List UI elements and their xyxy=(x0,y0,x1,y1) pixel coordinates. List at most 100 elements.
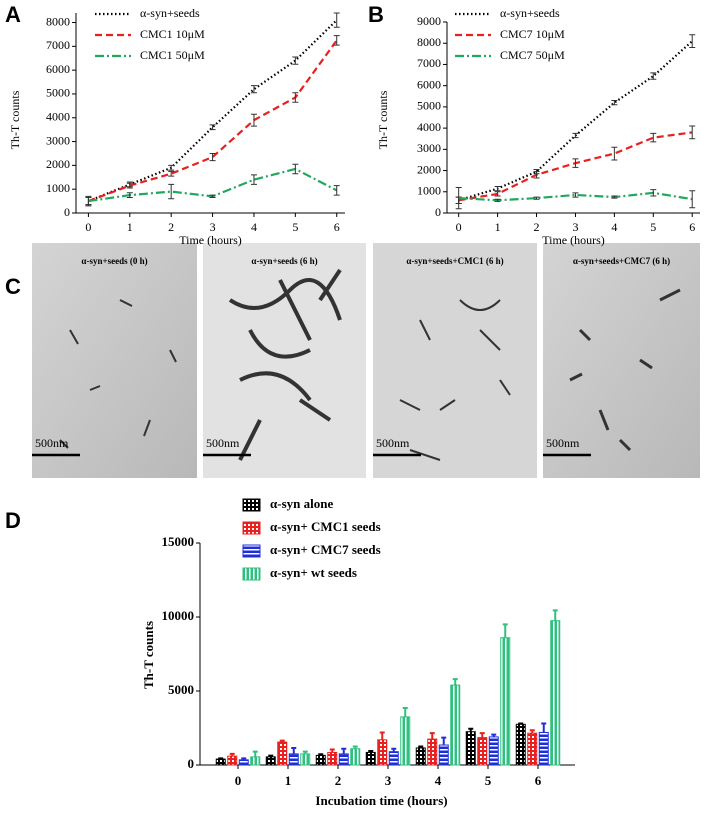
x-tick-label: 5 xyxy=(292,220,298,234)
error-bar xyxy=(329,748,335,753)
bar xyxy=(488,736,499,766)
y-tick-label: 7000 xyxy=(417,56,441,70)
image-caption: α-syn+seeds+CMC1 (6 h) xyxy=(406,256,503,266)
error-bar xyxy=(391,747,397,752)
y-tick-label: 1000 xyxy=(46,181,70,195)
y-tick-label: 3000 xyxy=(46,133,70,147)
micrograph xyxy=(543,243,700,478)
x-tick-label: 5 xyxy=(485,773,492,788)
y-tick-label: 3000 xyxy=(417,141,441,155)
bar xyxy=(527,732,538,766)
error-bar xyxy=(441,736,447,746)
line xyxy=(88,39,338,203)
x-tick-label: 0 xyxy=(456,220,462,234)
legend-swatch xyxy=(242,544,261,558)
error-bar xyxy=(650,72,657,80)
x-tick-label: 6 xyxy=(689,220,695,234)
error-bar xyxy=(218,757,224,760)
x-tick-label: 4 xyxy=(611,220,617,234)
y-tick-label: 0 xyxy=(64,205,70,219)
legend-label: α-syn+ CMC7 seeds xyxy=(270,542,381,557)
error-bar xyxy=(552,609,558,621)
error-bar xyxy=(533,171,540,179)
bar xyxy=(500,637,511,766)
y-axis-label: Th-T counts xyxy=(8,90,22,149)
y-tick-label: 5000 xyxy=(46,86,70,100)
error-bar xyxy=(418,745,424,748)
bar xyxy=(450,684,461,766)
error-bar xyxy=(209,152,216,162)
error-bar xyxy=(572,158,579,168)
y-tick-label: 6000 xyxy=(46,62,70,76)
error-bar xyxy=(168,170,175,177)
legend-label: α-syn+seeds xyxy=(500,6,560,20)
bar xyxy=(477,737,488,766)
x-tick-label: 1 xyxy=(127,220,133,234)
micrograph xyxy=(32,243,197,478)
error-bar xyxy=(494,198,501,202)
x-tick-label: 2 xyxy=(168,220,174,234)
bar xyxy=(538,731,549,766)
error-bar xyxy=(689,190,696,209)
y-tick-label: 7000 xyxy=(46,38,70,52)
error-bar xyxy=(250,113,257,127)
legend-label: α-syn+seeds xyxy=(140,6,200,20)
y-tick-label: 1000 xyxy=(417,184,441,198)
bar xyxy=(427,738,438,766)
error-bar xyxy=(611,195,618,199)
error-bar xyxy=(368,749,374,753)
bar xyxy=(288,753,299,766)
bar xyxy=(300,753,311,766)
error-bar xyxy=(402,707,408,717)
error-bar xyxy=(352,745,358,749)
error-bar xyxy=(572,132,579,139)
error-bar xyxy=(518,722,524,725)
micrograph xyxy=(203,243,366,478)
error-bar xyxy=(541,722,547,733)
error-bar xyxy=(333,185,340,196)
error-bar xyxy=(291,746,297,754)
panel-label: C xyxy=(5,274,21,299)
bar xyxy=(238,759,249,766)
error-bar xyxy=(318,753,324,756)
bar xyxy=(350,748,361,766)
image-caption: α-syn+seeds+CMC7 (6 h) xyxy=(573,256,670,266)
error-bar xyxy=(689,34,696,48)
panel-label: D xyxy=(5,508,21,533)
bar xyxy=(338,753,349,766)
line xyxy=(88,19,338,203)
error-bar xyxy=(292,92,299,103)
bar xyxy=(227,755,238,766)
bar xyxy=(377,739,388,766)
error-bar xyxy=(379,731,385,740)
bar xyxy=(215,758,226,766)
error-bar xyxy=(209,124,216,131)
error-bar xyxy=(452,678,458,686)
error-bar xyxy=(229,752,235,757)
legend-swatch xyxy=(242,521,261,535)
error-bar xyxy=(494,185,501,192)
error-bar xyxy=(250,174,257,185)
y-tick-label: 9000 xyxy=(417,14,441,28)
bar xyxy=(438,744,449,766)
bar xyxy=(465,731,476,766)
error-bar xyxy=(168,183,175,200)
x-tick-label: 6 xyxy=(334,220,340,234)
bar xyxy=(365,751,376,766)
legend-label: α-syn+ CMC1 seeds xyxy=(270,519,381,534)
legend-label: α-syn alone xyxy=(270,496,333,511)
panel-label: A xyxy=(5,2,21,27)
x-tick-label: 3 xyxy=(572,220,578,234)
scale-label: 500nm xyxy=(206,436,240,450)
legend-label: CMC7 10μM xyxy=(500,27,565,41)
bar xyxy=(415,747,426,766)
y-tick-label: 0 xyxy=(435,205,441,219)
error-bar xyxy=(494,191,501,197)
error-bar xyxy=(611,100,618,106)
error-bar xyxy=(250,85,257,94)
error-bar xyxy=(341,747,347,754)
x-tick-label: 1 xyxy=(495,220,501,234)
legend-label: CMC1 50μM xyxy=(140,48,205,62)
y-tick-label: 6000 xyxy=(417,77,441,91)
